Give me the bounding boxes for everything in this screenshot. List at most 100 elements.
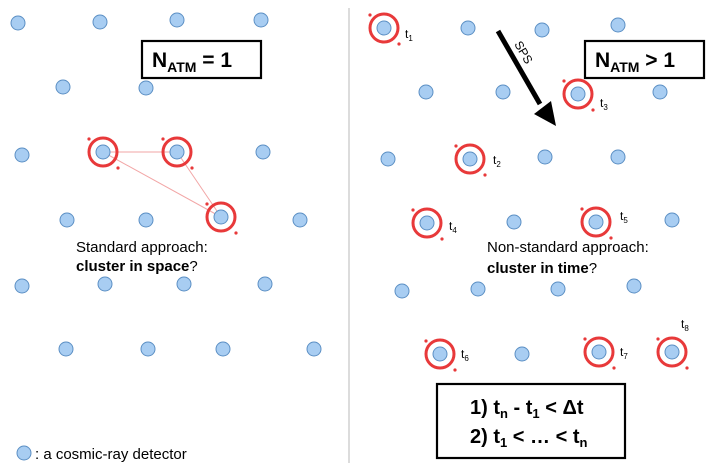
svg-text:NATM > 1: NATM > 1 [595, 49, 675, 75]
detector [169, 144, 185, 160]
detector [550, 281, 566, 297]
highlight-ring [656, 336, 688, 368]
detector [591, 344, 607, 360]
highlight-mark [411, 208, 415, 212]
detector [176, 276, 192, 292]
highlight-ring [580, 206, 612, 238]
condition-1: 1) tn - t1 < Δt [470, 397, 584, 421]
highlight-mark [609, 236, 613, 240]
detector [169, 12, 185, 28]
detector [255, 144, 271, 160]
highlight-mark [161, 137, 165, 141]
natm-greater-box: NATM > 1 [583, 39, 706, 80]
highlight-mark [453, 368, 457, 372]
highlight-mark [591, 108, 595, 112]
time-label-t4: t4 [449, 219, 457, 235]
detector [380, 151, 396, 167]
highlight-mark [424, 339, 428, 343]
detector [59, 212, 75, 228]
highlight-mark [454, 144, 458, 148]
detector [419, 215, 435, 231]
time-label-t3: t3 [600, 96, 608, 112]
detector [462, 151, 478, 167]
detector [14, 278, 30, 294]
svg-text:NATM = 1: NATM = 1 [152, 49, 232, 75]
detector [92, 14, 108, 30]
detector [306, 341, 322, 357]
detector [470, 281, 486, 297]
detector [570, 86, 586, 102]
caption-line1: Non-standard approach: [487, 239, 649, 256]
highlight-mark [87, 137, 91, 141]
detector [506, 214, 522, 230]
right-panel: t1 t2 t3 t4 t5 t6 t7 t8 SPS NATM > 1 Non… [368, 12, 706, 460]
detector [10, 15, 26, 31]
time-label-t5: t5 [620, 209, 628, 225]
highlight-mark [583, 337, 587, 341]
highlight-ring [161, 136, 193, 168]
detector [418, 84, 434, 100]
caption-line2: cluster in time? [487, 260, 597, 277]
nonstandard-approach-caption: Non-standard approach: cluster in time? [487, 239, 649, 277]
cluster-link [176, 151, 222, 218]
standard-approach-caption: Standard approach: cluster in space? [76, 239, 208, 275]
detector [610, 17, 626, 33]
highlight-mark [190, 166, 194, 170]
conditions-box: 1) tn - t1 < Δt 2) t1 < … < tn [435, 382, 627, 460]
detector [138, 212, 154, 228]
condition-2: 2) t1 < … < tn [470, 426, 588, 450]
time-label-t8: t8 [681, 317, 689, 333]
detector [257, 276, 273, 292]
detector [95, 144, 111, 160]
detector [432, 346, 448, 362]
detector [138, 80, 154, 96]
detector [652, 84, 668, 100]
highlight-ring [368, 12, 400, 44]
detector [14, 147, 30, 163]
detector [213, 209, 229, 225]
detector [626, 278, 642, 294]
detector [460, 20, 476, 36]
sps-arrow: SPS [495, 29, 556, 126]
highlight-mark [440, 237, 444, 241]
detector [610, 149, 626, 165]
natm-equal-box: NATM = 1 [140, 39, 263, 80]
detector [664, 344, 680, 360]
highlight-ring [454, 143, 486, 175]
time-label-t2: t2 [493, 153, 501, 169]
highlight-ring [424, 338, 456, 370]
highlight-mark [612, 366, 616, 370]
time-label-t6: t6 [461, 347, 469, 363]
caption-line2: cluster in space? [76, 258, 198, 275]
highlight-mark [656, 337, 660, 341]
detector [588, 214, 604, 230]
detector [215, 341, 231, 357]
left-panel: NATM = 1 Standard approach: cluster in s… [10, 12, 322, 357]
highlight-ring [205, 201, 237, 233]
detector [514, 346, 530, 362]
cluster-link [102, 151, 222, 218]
detector [55, 79, 71, 95]
highlight-mark [685, 366, 689, 370]
legend-detector-icon [16, 445, 32, 461]
legend-text: : a cosmic-ray detector [35, 446, 187, 463]
highlight-mark [116, 166, 120, 170]
time-labels: t1 t2 t3 t4 t5 t6 t7 t8 [405, 27, 689, 363]
legend: : a cosmic-ray detector [16, 445, 187, 463]
highlight-mark [562, 79, 566, 83]
detector [97, 276, 113, 292]
highlight-mark [368, 13, 372, 17]
detector [495, 84, 511, 100]
detector [376, 20, 392, 36]
left-detectors [10, 12, 322, 357]
highlight-mark [234, 231, 238, 235]
highlight-mark [205, 202, 209, 206]
detector [253, 12, 269, 28]
right-highlights [368, 12, 689, 372]
detector [394, 283, 410, 299]
detector [292, 212, 308, 228]
detector [537, 149, 553, 165]
detector [664, 212, 680, 228]
detector [140, 341, 156, 357]
